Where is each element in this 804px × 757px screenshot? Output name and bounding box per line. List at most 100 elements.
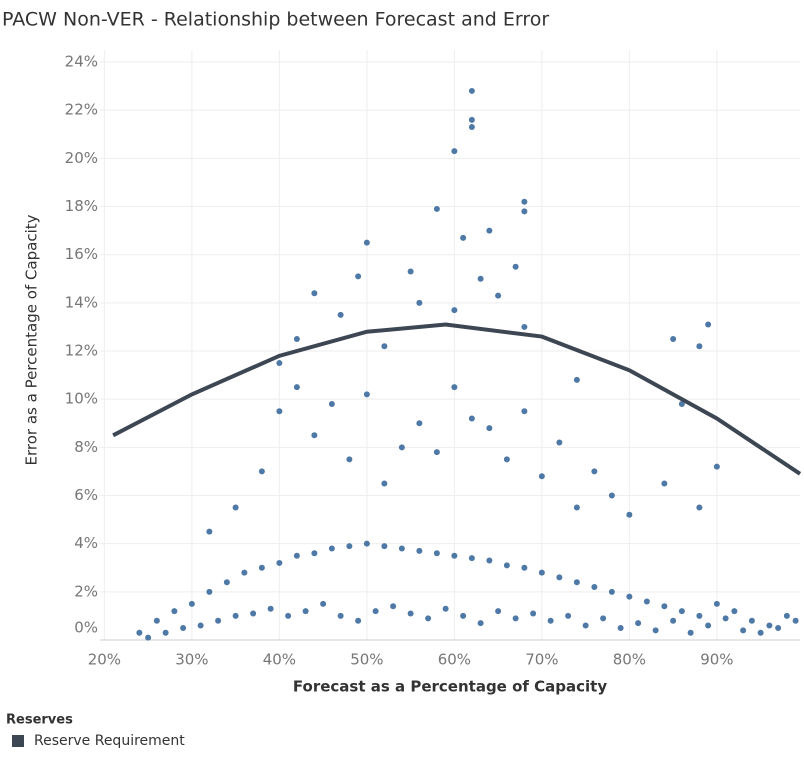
point: [337, 612, 344, 619]
point: [591, 584, 598, 591]
point: [206, 588, 213, 595]
point: [328, 401, 335, 407]
point: [696, 343, 703, 350]
point: [398, 545, 405, 552]
point: [355, 617, 362, 624]
point: [591, 468, 598, 475]
y-tick-label: 22%: [65, 101, 98, 119]
point: [363, 540, 370, 547]
chart-title: PACW Non-VER - Relationship between Fore…: [2, 9, 549, 31]
point: [468, 555, 475, 562]
point: [145, 634, 152, 641]
point: [381, 543, 388, 550]
point: [722, 615, 729, 622]
point: [687, 629, 694, 636]
point: [451, 307, 458, 314]
x-tick-label: 50%: [350, 651, 383, 669]
point: [713, 463, 720, 470]
point: [731, 608, 738, 615]
point: [626, 593, 633, 600]
x-axis-label: Forecast as a Percentage of Capacity: [293, 678, 607, 696]
point: [276, 559, 283, 566]
point: [337, 311, 344, 318]
y-tick-label: 24%: [65, 53, 98, 71]
point: [608, 492, 615, 499]
point: [573, 504, 580, 511]
point: [381, 480, 388, 487]
point: [451, 552, 458, 559]
point: [608, 588, 615, 595]
y-tick-label: 6%: [74, 486, 98, 504]
point: [311, 290, 318, 297]
point: [451, 384, 458, 391]
point: [433, 205, 440, 212]
point: [241, 569, 248, 576]
point: [267, 605, 274, 612]
point: [713, 600, 720, 607]
y-tick-label: 8%: [74, 438, 98, 456]
point: [652, 627, 659, 634]
point: [136, 629, 143, 636]
point: [705, 622, 712, 629]
point: [197, 622, 204, 629]
point: [486, 425, 493, 432]
y-tick-label: 2%: [74, 582, 98, 600]
point: [600, 615, 607, 622]
point: [748, 617, 755, 624]
x-tick-label: 60%: [438, 651, 471, 669]
point: [460, 234, 467, 241]
y-tick-label: 14%: [65, 293, 98, 311]
point: [661, 603, 668, 610]
point: [740, 627, 747, 634]
point: [346, 543, 353, 550]
point: [250, 610, 257, 617]
point: [153, 617, 160, 624]
point: [477, 275, 484, 282]
legend-swatch: [12, 735, 24, 747]
point: [538, 569, 545, 576]
point: [617, 624, 624, 631]
point: [757, 629, 764, 636]
point: [276, 408, 283, 415]
point: [258, 468, 265, 475]
point: [486, 557, 493, 564]
y-tick-label: 0%: [74, 619, 98, 637]
point: [346, 456, 353, 463]
point: [547, 617, 554, 624]
point: [556, 439, 563, 446]
point: [530, 610, 537, 617]
point: [626, 511, 633, 518]
legend-label: Reserve Requirement: [34, 733, 185, 749]
point: [661, 480, 668, 487]
point: [678, 608, 685, 615]
y-axis-label: Error as a Percentage of Capacity: [23, 214, 41, 465]
point: [521, 323, 528, 330]
legend-title: Reserves: [6, 713, 73, 728]
y-tick-label: 18%: [65, 197, 98, 215]
point: [302, 608, 309, 615]
point: [355, 273, 362, 280]
point: [433, 449, 440, 456]
point: [503, 562, 510, 569]
point: [232, 504, 239, 511]
point: [180, 624, 187, 631]
point: [486, 227, 493, 234]
point: [320, 600, 327, 607]
point: [556, 574, 563, 581]
point: [670, 617, 677, 624]
point: [783, 612, 790, 619]
x-tick-label: 20%: [88, 651, 121, 669]
point: [468, 116, 475, 123]
point: [512, 615, 519, 622]
point: [311, 432, 318, 439]
point: [696, 612, 703, 619]
point: [258, 564, 265, 571]
point: [503, 456, 510, 463]
x-tick-label: 30%: [175, 651, 208, 669]
point: [477, 620, 484, 627]
point: [521, 198, 528, 205]
point: [407, 268, 414, 275]
point: [363, 239, 370, 246]
point: [293, 335, 300, 342]
point: [573, 376, 580, 383]
